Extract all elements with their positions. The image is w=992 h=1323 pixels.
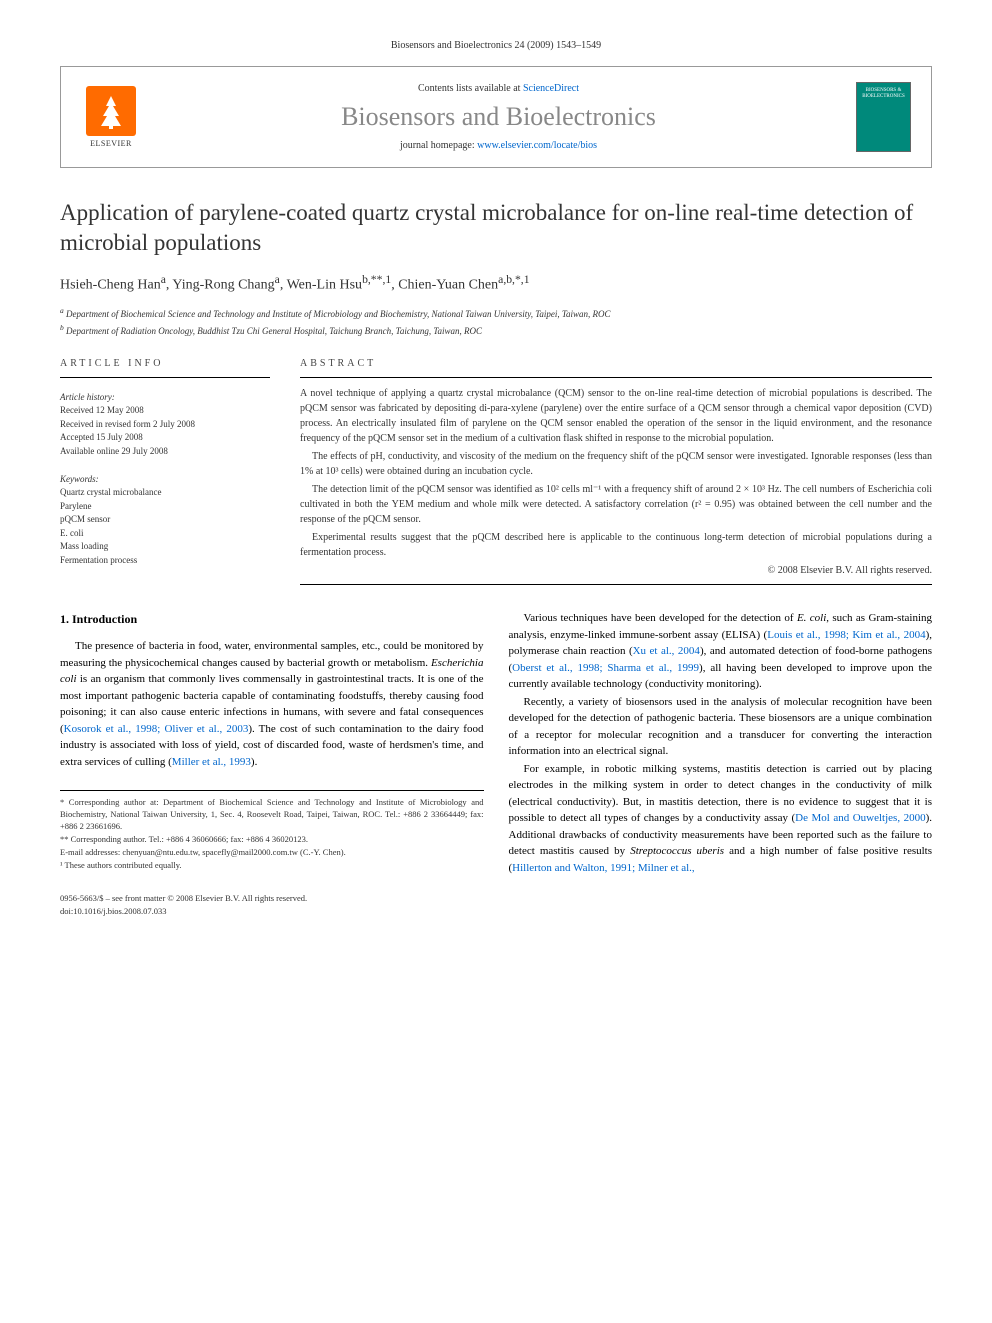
keywords-label: Keywords: (60, 474, 270, 484)
history-line: Accepted 15 July 2008 (60, 431, 270, 445)
footnote-line: E-mail addresses: chenyuan@ntu.edu.tw, s… (60, 847, 484, 859)
history-label: Article history: (60, 392, 270, 402)
elsevier-label: ELSEVIER (90, 139, 132, 148)
homepage-link[interactable]: www.elsevier.com/locate/bios (477, 140, 597, 151)
homepage-prefix: journal homepage: (400, 140, 477, 151)
author-list: Hsieh-Cheng Hana, Ying-Rong Changa, Wen-… (60, 273, 932, 294)
footnotes-block: * Corresponding author at: Department of… (60, 790, 484, 871)
history-line: Received 12 May 2008 (60, 404, 270, 418)
keyword-line: Parylene (60, 500, 270, 514)
elsevier-logo: ELSEVIER (81, 82, 141, 152)
affiliations: a Department of Biochemical Science and … (60, 305, 932, 338)
body-paragraph: Recently, a variety of biosensors used i… (509, 694, 933, 760)
left-column: 1. Introduction The presence of bacteria… (60, 610, 484, 917)
elsevier-tree-icon (86, 86, 136, 136)
keyword-line: E. coli (60, 527, 270, 541)
body-paragraph: For example, in robotic milking systems,… (509, 761, 933, 877)
contents-prefix: Contents lists available at (418, 83, 523, 94)
body-paragraph: Various techniques have been developed f… (509, 610, 933, 693)
abstract-paragraph: A novel technique of applying a quartz c… (300, 386, 932, 446)
contents-available-line: Contents lists available at ScienceDirec… (161, 83, 836, 94)
journal-name: Biosensors and Bioelectronics (161, 102, 836, 132)
affiliation-line: b Department of Radiation Oncology, Budd… (60, 322, 932, 339)
keyword-line: Mass loading (60, 540, 270, 554)
footnote-line: * Corresponding author at: Department of… (60, 797, 484, 833)
section-1-heading: 1. Introduction (60, 610, 484, 628)
article-info-heading: ARTICLE INFO (60, 358, 270, 369)
article-info-sidebar: ARTICLE INFO Article history: Received 1… (60, 358, 270, 585)
journal-cover-thumb: BIOSENSORS & BIOELECTRONICS (856, 82, 911, 152)
abstract-column: ABSTRACT A novel technique of applying a… (300, 358, 932, 585)
history-line: Available online 29 July 2008 (60, 445, 270, 459)
body-paragraph: The presence of bacteria in food, water,… (60, 638, 484, 770)
affiliation-line: a Department of Biochemical Science and … (60, 305, 932, 322)
running-header: Biosensors and Bioelectronics 24 (2009) … (60, 40, 932, 51)
copyright-line: © 2008 Elsevier B.V. All rights reserved… (300, 565, 932, 576)
article-title: Application of parylene-coated quartz cr… (60, 198, 932, 258)
journal-header-box: ELSEVIER Contents lists available at Sci… (60, 66, 932, 168)
abstract-bottom-rule (300, 584, 932, 585)
footnote-line: ¹ These authors contributed equally. (60, 860, 484, 872)
keyword-line: Fermentation process (60, 554, 270, 568)
footnote-line: ** Corresponding author. Tel.: +886 4 36… (60, 834, 484, 846)
body-two-column: 1. Introduction The presence of bacteria… (60, 610, 932, 917)
front-matter-line: 0956-5663/$ – see front matter © 2008 El… (60, 892, 307, 905)
tree-icon (91, 91, 131, 131)
abstract-paragraph: The detection limit of the pQCM sensor w… (300, 482, 932, 527)
right-column: Various techniques have been developed f… (509, 610, 933, 917)
abstract-paragraph: Experimental results suggest that the pQ… (300, 530, 932, 560)
cover-thumb-text: BIOSENSORS & BIOELECTRONICS (857, 88, 910, 100)
doi-line: doi:10.1016/j.bios.2008.07.033 (60, 905, 307, 918)
keyword-line: Quartz crystal microbalance (60, 486, 270, 500)
keyword-line: pQCM sensor (60, 513, 270, 527)
abstract-paragraph: The effects of pH, conductivity, and vis… (300, 449, 932, 479)
abstract-heading: ABSTRACT (300, 358, 932, 369)
homepage-line: journal homepage: www.elsevier.com/locat… (161, 140, 836, 151)
history-line: Received in revised form 2 July 2008 (60, 418, 270, 432)
footer-row: 0956-5663/$ – see front matter © 2008 El… (60, 892, 484, 918)
sciencedirect-link[interactable]: ScienceDirect (523, 83, 579, 94)
